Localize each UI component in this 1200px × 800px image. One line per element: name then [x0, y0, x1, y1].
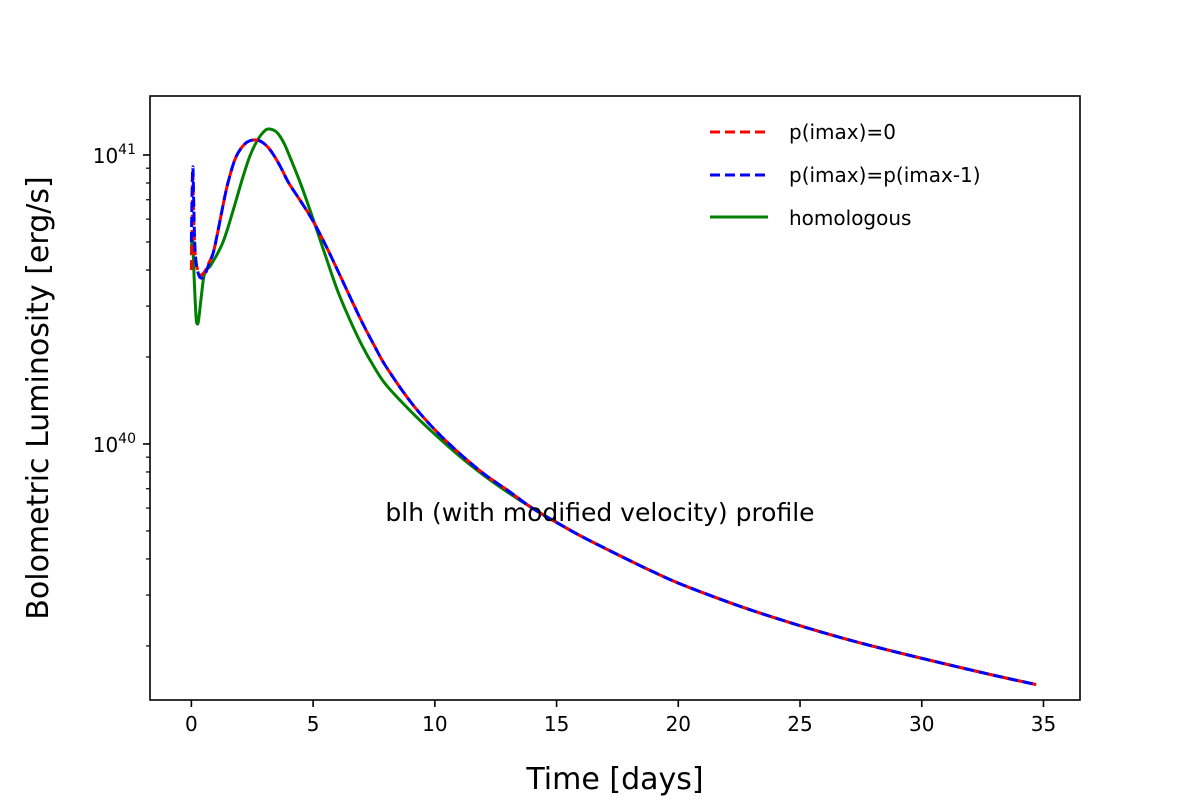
y-axis-label: Bolometric Luminosity [erg/s] — [21, 176, 56, 619]
chart-annotation: blh (with modified velocity) profile — [385, 498, 814, 527]
x-tick-label: 5 — [307, 712, 320, 736]
series-layer — [189, 127, 1037, 687]
plot-frame — [149, 95, 1081, 701]
y-axis-ticks: 1040 1041 — [93, 142, 150, 647]
legend-label-homologous: homologous — [789, 206, 911, 230]
legend: p(imax)=0 p(imax)=p(imax-1) homologous — [710, 120, 981, 230]
x-axis-label: Time [days] — [525, 762, 703, 797]
legend-label-p-imax-0: p(imax)=0 — [789, 120, 896, 144]
x-tick-label: 20 — [666, 712, 691, 736]
y-tick-label: 1041 — [93, 142, 136, 168]
x-tick-label: 0 — [185, 712, 198, 736]
x-axis-ticks: 0 5 10 15 20 25 30 35 — [185, 700, 1056, 736]
x-tick-label: 10 — [422, 712, 447, 736]
y-tick-label: 1040 — [93, 431, 136, 457]
series-p-imax-prev — [189, 138, 1037, 687]
x-tick-label: 15 — [544, 712, 569, 736]
legend-label-p-imax-prev: p(imax)=p(imax-1) — [789, 163, 981, 187]
x-tick-label: 35 — [1031, 712, 1056, 736]
x-tick-label: 25 — [787, 712, 812, 736]
x-tick-label: 30 — [909, 712, 934, 736]
